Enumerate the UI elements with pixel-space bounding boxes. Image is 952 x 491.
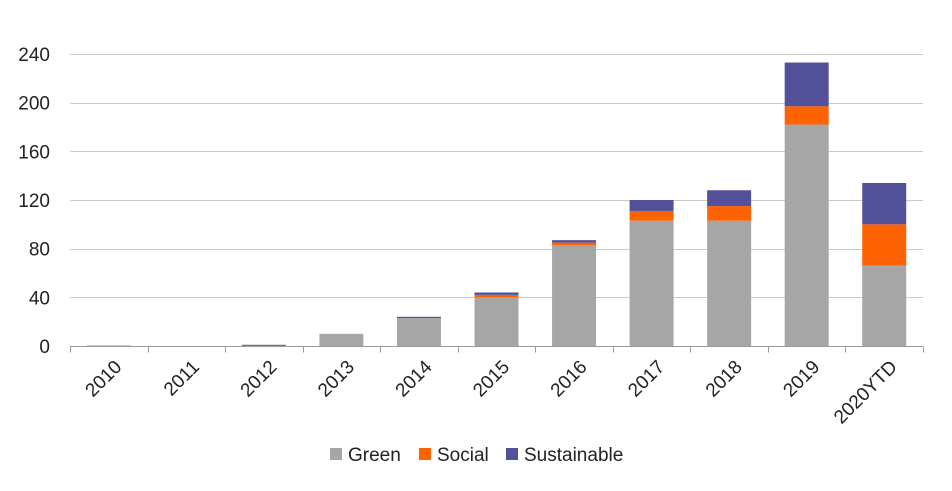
bar-social-2016 [552, 242, 597, 246]
bar-social-2019 [784, 106, 829, 125]
x-tick-label: 2020YTD [830, 357, 902, 429]
bar-sustainable-2015 [474, 292, 519, 295]
bar-green-2019 [784, 124, 829, 346]
bar-green-2016 [552, 245, 597, 346]
bar-green-2012 [241, 345, 286, 347]
bar-sustainable-2017 [629, 200, 674, 211]
legend-swatch-green [330, 448, 342, 460]
bar-green-2013 [319, 333, 364, 346]
y-tick-label: 200 [18, 94, 50, 115]
bar-sustainable-2018 [707, 190, 752, 207]
y-tick-label: 120 [18, 191, 50, 212]
x-tick-label: 2017 [624, 357, 669, 402]
bar-social-2015 [474, 294, 519, 298]
legend-label-green: Green [348, 445, 401, 466]
x-tick-label: 2019 [779, 357, 824, 402]
x-tick-label: 2015 [469, 357, 514, 402]
y-tick-label: 160 [18, 142, 50, 163]
bars [86, 62, 907, 347]
legend-swatch-social [419, 448, 431, 460]
y-axis-ticks: 0 40 80 120 160 200 240 [18, 45, 50, 358]
y-tick-label: 40 [29, 288, 50, 309]
y-tick-label: 240 [18, 45, 50, 66]
bar-green-2014 [396, 318, 441, 346]
bar-social-2018 [707, 206, 752, 221]
x-tick-label: 2014 [392, 356, 437, 401]
bar-sustainable-2019 [784, 62, 829, 107]
x-tick-label: 2018 [702, 357, 747, 402]
bar-sustainable-2014 [396, 316, 441, 319]
bar-sustainable-2012 [241, 344, 286, 346]
bar-green-2015 [474, 297, 519, 346]
x-tick-label: 2013 [314, 357, 359, 402]
bar-green-2017 [629, 220, 674, 346]
legend: Green Social Sustainable [330, 445, 623, 466]
y-tick-label: 0 [39, 337, 50, 358]
bar-green-2010 [86, 345, 131, 347]
bar-sustainable-2016 [552, 240, 597, 243]
bar-green-2020ytd [862, 265, 907, 346]
y-tick-label: 80 [29, 240, 50, 261]
legend-label-social: Social [437, 445, 489, 466]
x-tick-label: 2016 [547, 357, 592, 402]
x-tick-label: 2011 [160, 357, 204, 401]
legend-label-sustainable: Sustainable [524, 445, 623, 466]
bar-social-2020ytd [862, 224, 907, 266]
bar-social-2017 [629, 210, 674, 221]
x-tick-label: 2010 [82, 357, 127, 402]
x-tick-label: 2012 [237, 357, 282, 402]
legend-swatch-sustainable [506, 448, 518, 460]
x-axis-ticks: 2010 2011 2012 2013 2014 2015 2016 2017 2018 2019… [82, 356, 902, 428]
bar-green-2018 [707, 220, 752, 346]
x-axis [70, 346, 924, 353]
bar-sustainable-2020ytd [862, 182, 907, 225]
gridlines [70, 54, 923, 298]
